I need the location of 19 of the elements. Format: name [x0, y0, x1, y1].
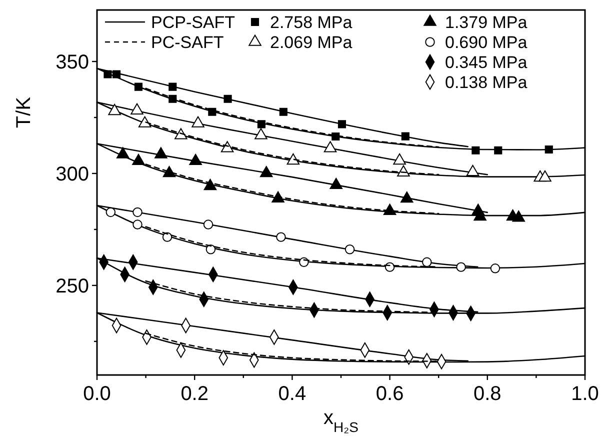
legend-label: 0.138 MPa — [445, 73, 528, 92]
x-tick-label: 0.8 — [473, 383, 502, 405]
x-tick-label: 1.0 — [571, 383, 599, 405]
y-tick-label: 300 — [56, 163, 89, 186]
x-tick-label: 0.2 — [180, 383, 209, 405]
legend-label: 2.758 MPa — [270, 13, 353, 32]
y-tick-label: 250 — [56, 275, 89, 298]
legend-label: 0.345 MPa — [445, 53, 528, 72]
legend-label: 0.690 MPa — [445, 33, 528, 52]
y-tick-label: 350 — [56, 52, 89, 74]
x-tick-label: 0.0 — [83, 383, 111, 405]
y-axis-title: T/K — [13, 96, 35, 128]
legend-label: 2.069 MPa — [270, 33, 353, 52]
legend-label: PC-SAFT — [151, 33, 224, 52]
x-tick-label: 0.4 — [278, 383, 306, 405]
x-axis-title: x$_{H₂S}$ — [324, 407, 358, 435]
x-tick-label: 0.6 — [376, 383, 404, 405]
legend-label: PCP-SAFT — [151, 13, 236, 32]
legend-label: 1.379 MPa — [445, 13, 528, 32]
